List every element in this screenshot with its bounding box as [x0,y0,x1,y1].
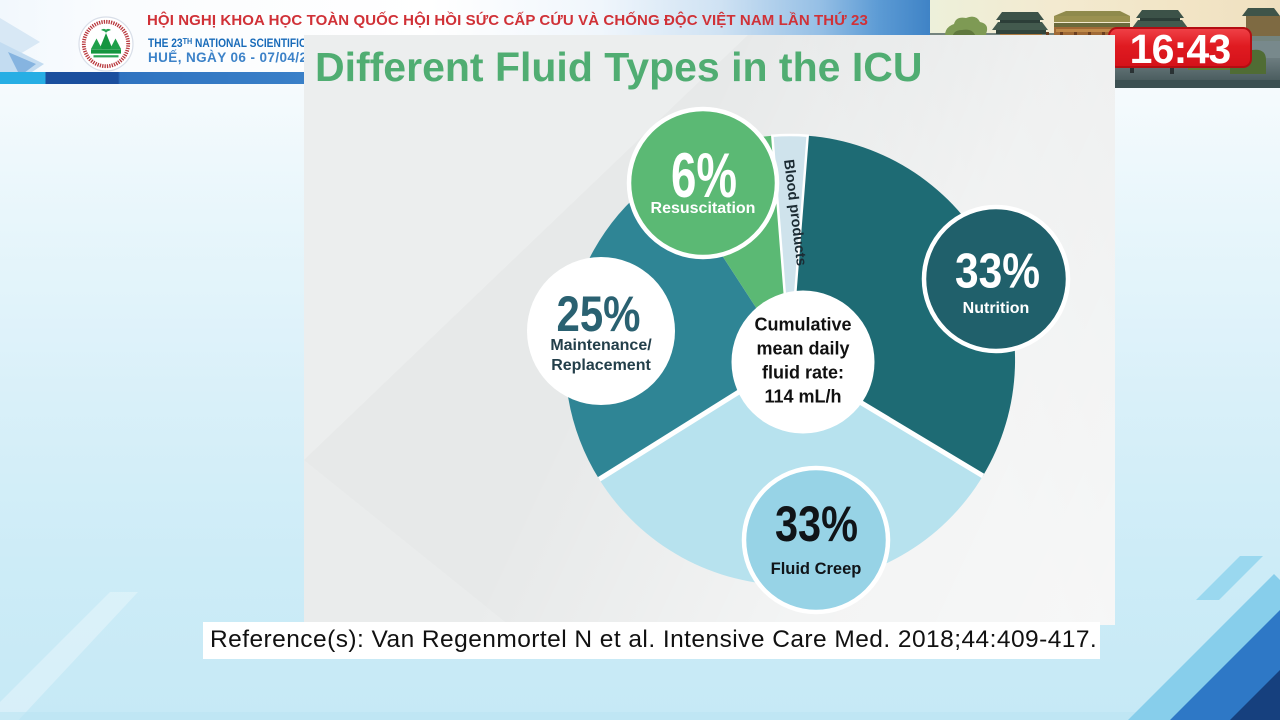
svg-text:6%: 6% [671,141,737,211]
svg-text:33%: 33% [955,245,1040,299]
svg-text:Fluid Creep: Fluid Creep [771,560,862,578]
svg-text:mean daily: mean daily [756,339,849,359]
svg-text:Nutrition: Nutrition [963,300,1030,317]
svg-text:114 mL/h: 114 mL/h [764,387,841,407]
svg-text:Cumulative: Cumulative [754,315,851,335]
svg-text:fluid rate:: fluid rate: [762,363,844,383]
svg-text:Maintenance/: Maintenance/ [550,337,652,354]
svg-text:Replacement: Replacement [551,357,651,374]
svg-text:25%: 25% [557,286,641,342]
svg-text:33%: 33% [775,496,858,552]
svg-text:Resuscitation: Resuscitation [651,200,756,217]
